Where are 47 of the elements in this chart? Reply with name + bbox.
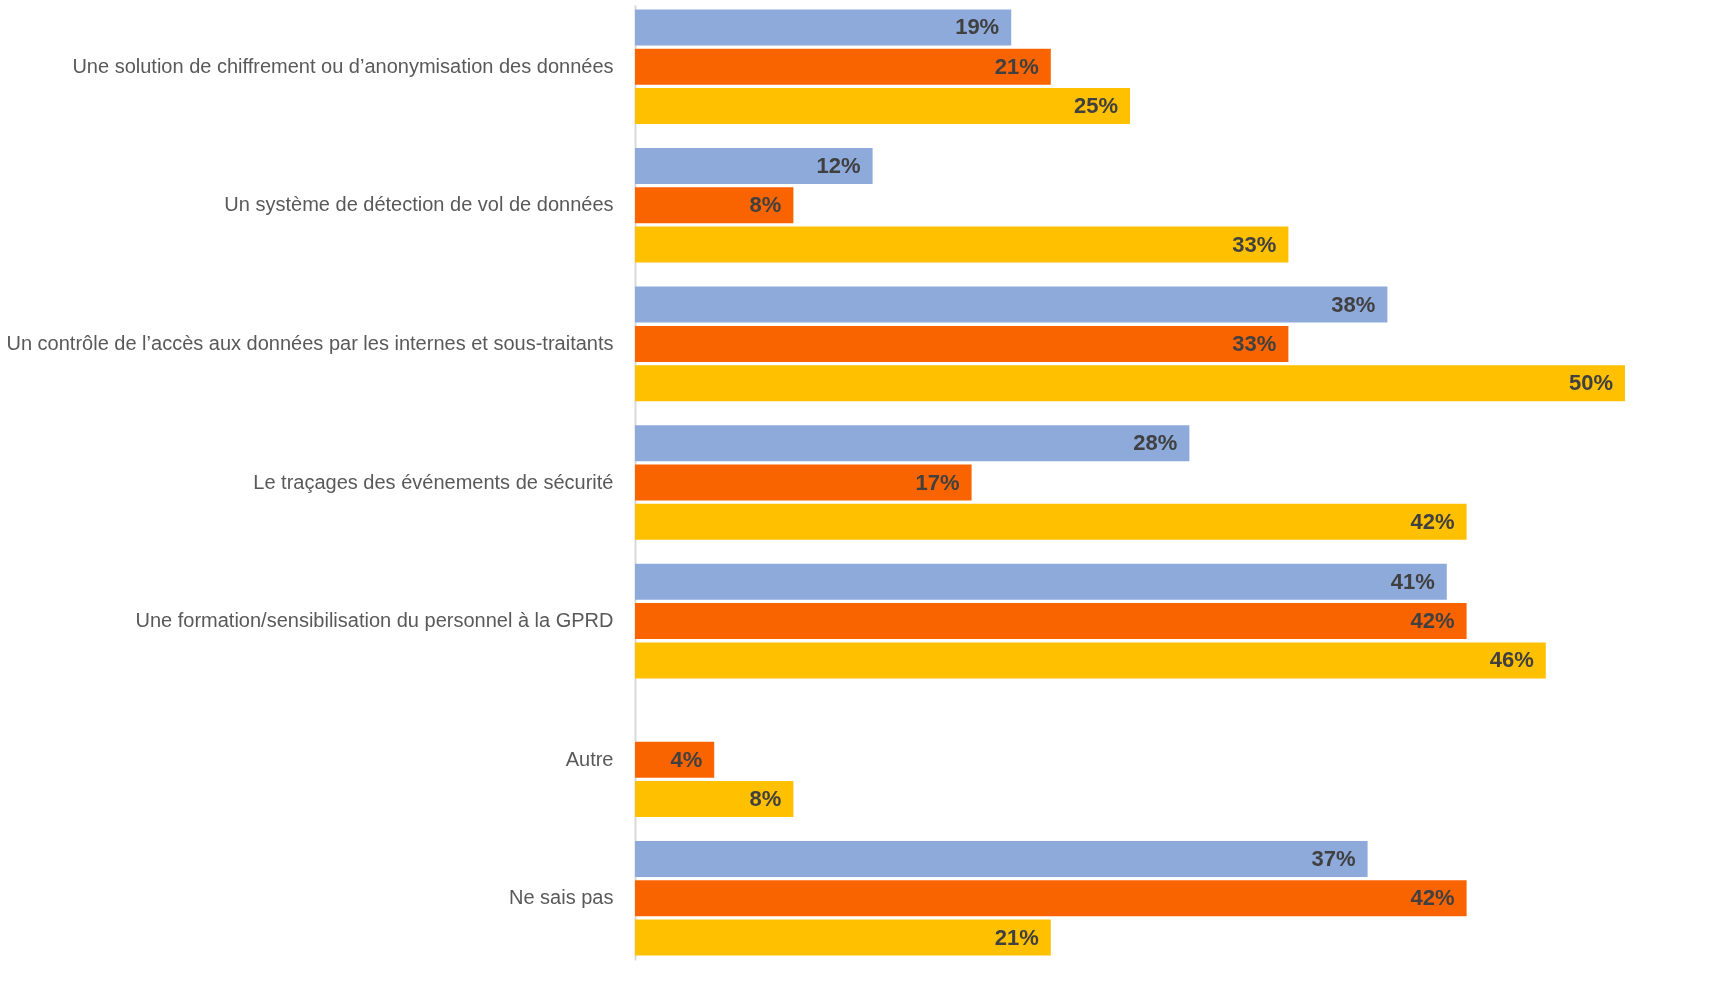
data-label: 33% — [1232, 330, 1277, 356]
data-label: 46% — [1489, 647, 1534, 673]
bar — [635, 9, 1012, 46]
data-label: 37% — [1311, 846, 1356, 872]
bar — [635, 603, 1467, 640]
data-label: 42% — [1410, 508, 1455, 534]
data-label: 12% — [816, 153, 861, 179]
data-label: 19% — [955, 14, 1000, 40]
y-tick-label: Autre — [565, 747, 614, 770]
y-tick-label: Une solution de chiffrement ou d’anonymisation des données — [72, 54, 614, 77]
y-tick-label: Une formation/sensibilisation du personnel à la GPRD — [135, 609, 614, 632]
y-tick-label: Ne sais pas — [509, 886, 614, 909]
bar — [635, 226, 1289, 263]
bar — [635, 286, 1388, 323]
data-label: 4% — [670, 746, 703, 772]
data-label: 8% — [749, 785, 782, 811]
data-label: 42% — [1410, 885, 1455, 911]
data-label: 8% — [749, 192, 782, 218]
bar — [635, 325, 1289, 362]
data-label: 25% — [1073, 92, 1118, 118]
y-tick-label: Le traçages des événements de sécurité — [253, 470, 614, 493]
bar — [635, 48, 1051, 85]
bar — [635, 919, 1051, 956]
bar — [635, 425, 1190, 462]
data-label: 28% — [1133, 430, 1178, 456]
bar — [635, 563, 1447, 600]
bar — [635, 503, 1467, 540]
bar — [635, 187, 794, 224]
bar — [635, 642, 1546, 679]
data-label: 50% — [1568, 370, 1613, 396]
data-label: 41% — [1390, 568, 1435, 594]
bar — [635, 464, 972, 501]
data-label: 21% — [994, 924, 1039, 950]
bar — [635, 741, 715, 778]
bar — [635, 365, 1625, 402]
data-label: 17% — [915, 469, 960, 495]
bar — [635, 880, 1467, 917]
bar — [635, 841, 1368, 878]
data-label: 21% — [994, 53, 1039, 79]
bar — [635, 148, 873, 185]
bar — [635, 87, 1130, 124]
data-label: 33% — [1232, 231, 1277, 257]
data-label: 42% — [1410, 608, 1455, 634]
data-label: 38% — [1331, 291, 1376, 317]
y-tick-label: Un système de détection de vol de données — [224, 193, 614, 216]
y-tick-label: Un contrôle de l’accès aux données par les internes et sous-traitants — [6, 331, 614, 354]
bar — [635, 780, 794, 817]
